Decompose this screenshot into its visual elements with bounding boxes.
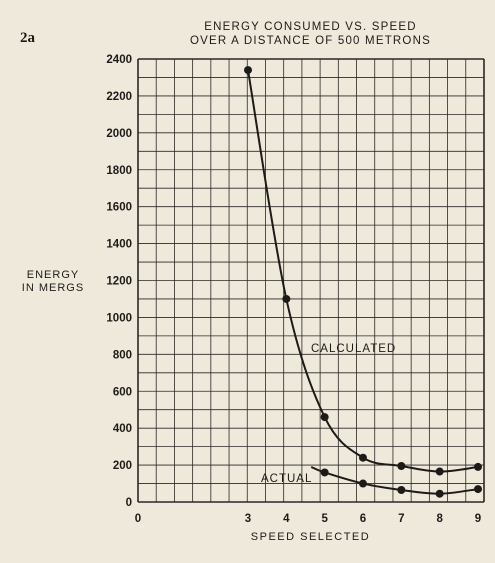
y-tick-label: 800 (113, 349, 132, 361)
x-tick-label: 7 (398, 513, 404, 525)
data-point-actual (397, 486, 406, 495)
x-axis-ticks: 0 3 4 5 6 7 8 9 (135, 513, 481, 525)
data-point-calculated (397, 462, 406, 471)
series-labels: CALCULATED ACTUAL (261, 343, 396, 485)
y-tick-label: 1000 (106, 312, 132, 324)
chart-title-line-2: OVER A DISTANCE OF 500 METRONS (190, 35, 431, 47)
x-tick-label: 4 (283, 513, 290, 525)
figure-label: 2a (20, 30, 35, 46)
x-tick-label: 6 (360, 513, 366, 525)
y-tick-label: 1800 (106, 165, 132, 177)
series-label-calculated: CALCULATED (311, 343, 396, 355)
chart-title-line-1: ENERGY CONSUMED VS. SPEED (204, 21, 417, 33)
data-point-calculated (359, 453, 367, 462)
y-tick-label: 1200 (106, 276, 132, 288)
y-axis-label-line-1: ENERGY (26, 269, 80, 281)
series-lines (247, 69, 479, 495)
y-tick-label: 2400 (106, 54, 132, 66)
y-tick-label: 400 (113, 423, 132, 435)
y-axis-ticks: 0 200 400 600 800 1000 1200 1400 1600 1800 2000 220… (106, 54, 132, 509)
series-points (244, 66, 482, 498)
data-point-actual (359, 479, 367, 488)
y-tick-label: 200 (113, 460, 132, 472)
data-point-calculated (244, 66, 252, 75)
x-tick-label: 9 (475, 513, 481, 525)
series-label-actual: ACTUAL (261, 473, 312, 485)
data-point-actual (474, 485, 482, 494)
data-point-calculated (435, 467, 444, 476)
chart-grid (137, 58, 485, 503)
y-tick-label: 2000 (106, 128, 132, 140)
x-tick-label: 8 (436, 513, 443, 525)
y-tick-label: 1400 (106, 239, 132, 251)
data-point-calculated (320, 413, 329, 422)
y-tick-label: 1600 (106, 202, 132, 214)
y-axis-label-line-2: IN MERGS (21, 282, 85, 294)
data-point-actual (435, 489, 444, 498)
x-tick-label: 3 (245, 513, 251, 525)
series-line-calculated (247, 69, 479, 473)
y-tick-label: 600 (113, 386, 132, 398)
data-point-calculated (474, 462, 482, 471)
y-tick-label: 2200 (106, 91, 132, 103)
x-axis-label: SPEED SELECTED (250, 531, 371, 543)
data-point-actual (320, 468, 329, 477)
x-tick-label: 0 (135, 513, 141, 525)
data-point-calculated (282, 294, 291, 303)
y-tick-label: 0 (126, 497, 132, 509)
x-tick-label: 5 (321, 513, 328, 525)
